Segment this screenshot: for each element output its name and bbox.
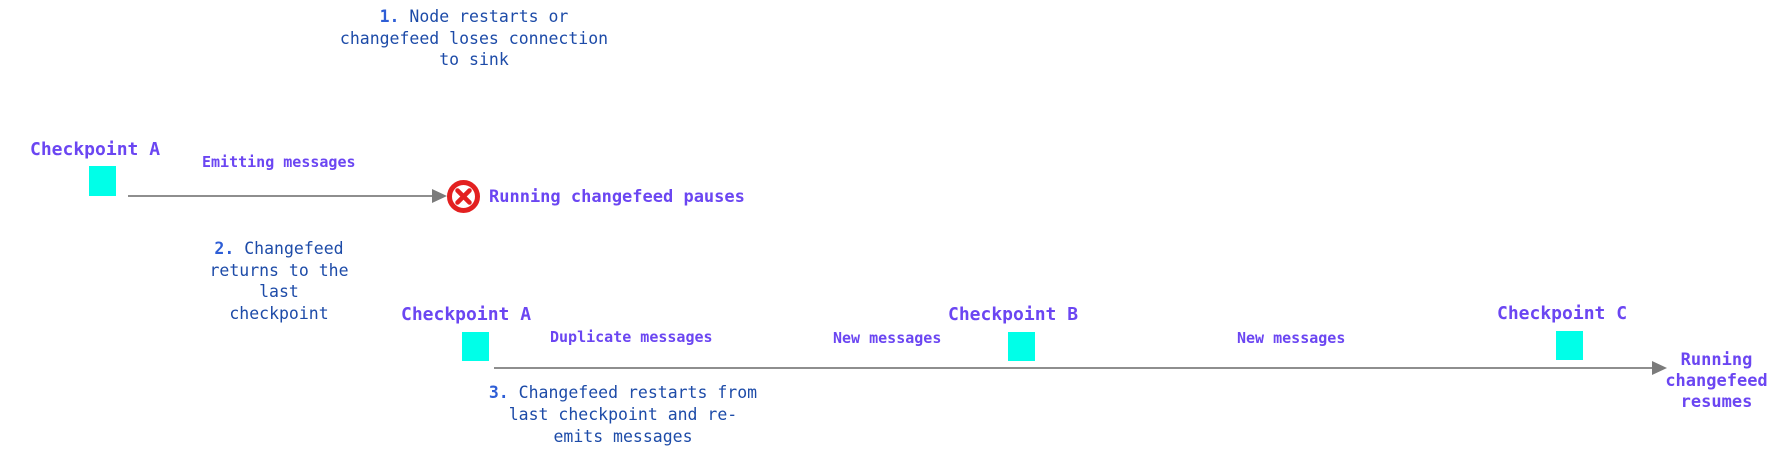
checkpoint-a-marker-timeline2 — [462, 332, 489, 361]
step-3-annotation: 3. Changefeed restarts from last checkpo… — [473, 382, 773, 448]
step-1-number: 1. — [379, 7, 400, 26]
step-1-line-3: to sink — [439, 50, 509, 69]
step-2-line-3: last — [259, 282, 299, 301]
new-messages-label-2: New messages — [1237, 329, 1346, 347]
resumes-line-2: changefeed — [1665, 371, 1768, 391]
checkpoint-b-marker — [1008, 332, 1035, 361]
step-2-line-2: returns to the — [209, 260, 349, 280]
timeline1-arrowhead — [432, 189, 447, 203]
checkpoint-a-marker-timeline1 — [89, 166, 116, 196]
checkpoint-c-marker — [1556, 331, 1583, 360]
timeline2-line — [494, 367, 1652, 369]
circle-x-icon — [446, 179, 481, 218]
step-3-number: 3. — [488, 383, 509, 402]
step-1-line-1: 1. Node restarts or — [379, 7, 569, 26]
step-3-line-1: 3. Changefeed restarts from — [488, 383, 758, 402]
step-3-line-3: emits messages — [553, 427, 693, 446]
checkpoint-a-label-timeline1: Checkpoint A — [30, 139, 161, 160]
step-1-annotation: 1. Node restarts or changefeed loses con… — [324, 6, 624, 71]
step-2-line-4: checkpoint — [229, 303, 329, 323]
timeline1-line — [128, 195, 432, 197]
resumes-line-3: resumes — [1680, 392, 1753, 412]
step-3-line-2: last checkpoint and re- — [508, 405, 738, 424]
duplicate-messages-label: Duplicate messages — [550, 328, 713, 346]
checkpoint-b-label: Checkpoint B — [948, 304, 1079, 325]
checkpoint-c-label: Checkpoint C — [1497, 303, 1628, 324]
step-1-line-2: changefeed loses connection — [339, 28, 609, 48]
new-messages-label-1: New messages — [833, 329, 942, 347]
step-2-line-1: 2. Changefeed — [214, 239, 344, 258]
step-2-annotation: 2. Changefeed returns to the last checkp… — [179, 238, 379, 324]
timeline2-arrowhead — [1652, 361, 1667, 375]
emitting-messages-label: Emitting messages — [202, 153, 356, 171]
running-changefeed-pauses-label: Running changefeed pauses — [489, 187, 745, 207]
resumes-line-1: Running — [1680, 350, 1753, 370]
checkpoint-a-label-timeline2: Checkpoint A — [401, 304, 532, 325]
step-2-number: 2. — [214, 239, 235, 258]
running-changefeed-resumes-label: Running changefeed resumes — [1639, 350, 1779, 413]
